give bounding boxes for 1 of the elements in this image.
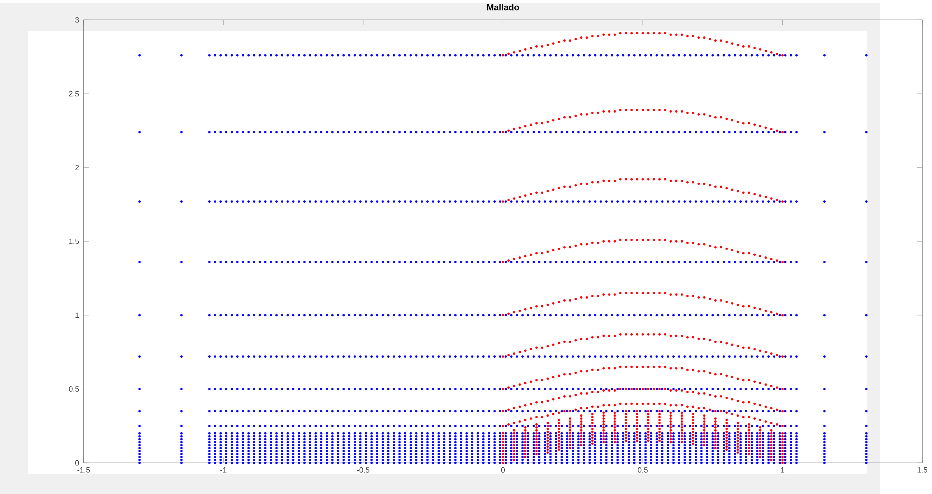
chart-title: Mallado: [487, 4, 520, 11]
